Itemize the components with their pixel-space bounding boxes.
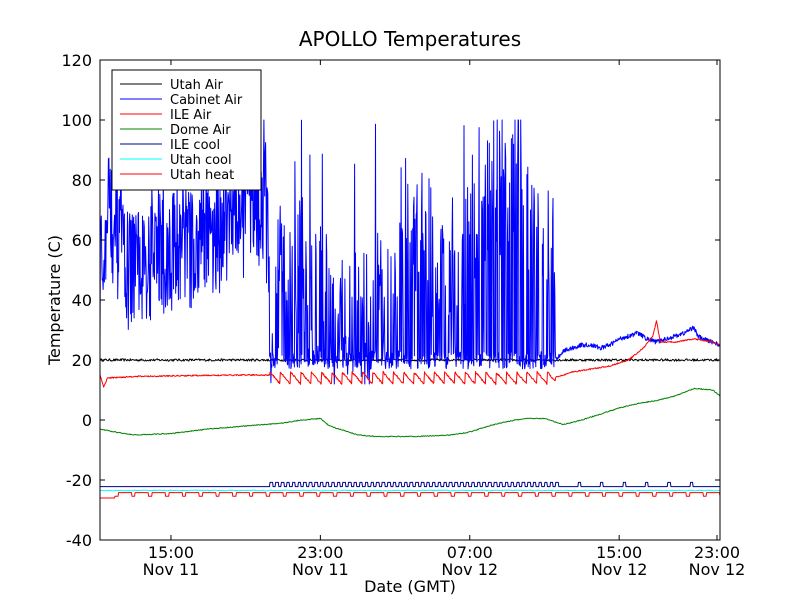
y-axis-title: Temperature (C) xyxy=(45,235,64,366)
legend-label: Dome Air xyxy=(170,123,231,138)
x-tick-label-time: 07:00 xyxy=(447,543,493,562)
x-tick-label-date: Nov 12 xyxy=(689,560,746,579)
x-tick-label-date: Nov 12 xyxy=(441,560,498,579)
series-line-ile-air xyxy=(100,320,720,388)
y-tick-label: 60 xyxy=(72,231,92,250)
chart-title: APOLLO Temperatures xyxy=(299,27,521,51)
x-tick-label-time: 15:00 xyxy=(596,543,642,562)
y-tick-label: 120 xyxy=(61,51,92,70)
x-tick-label-date: Nov 12 xyxy=(591,560,648,579)
legend-label: ILE Air xyxy=(170,108,212,123)
series-line-dome-air xyxy=(100,387,720,438)
legend-label: Utah cool xyxy=(170,153,232,168)
y-tick-label: 0 xyxy=(82,411,92,430)
legend-label: ILE cool xyxy=(170,138,220,153)
x-axis-title: Date (GMT) xyxy=(364,577,456,596)
legend-label: Utah Air xyxy=(170,78,223,93)
legend-label: Utah heat xyxy=(170,168,234,183)
x-tick-label-date: Nov 11 xyxy=(292,560,349,579)
y-tick-label: -20 xyxy=(66,471,92,490)
y-tick-label: 20 xyxy=(72,351,92,370)
series-line-utah-heat xyxy=(100,492,720,499)
y-tick-label: 100 xyxy=(61,111,92,130)
x-tick-label-date: Nov 11 xyxy=(143,560,200,579)
series-line-utah-cool xyxy=(100,489,720,492)
legend-label: Cabinet Air xyxy=(170,93,243,108)
legend-box xyxy=(111,69,262,191)
x-tick-label-time: 23:00 xyxy=(297,543,343,562)
x-tick-label-time: 23:00 xyxy=(694,543,740,562)
y-tick-label: 80 xyxy=(72,171,92,190)
x-tick-label-time: 15:00 xyxy=(148,543,194,562)
y-tick-label: 40 xyxy=(72,291,92,310)
series-line-ile-cool xyxy=(100,481,720,488)
y-tick-label: -40 xyxy=(66,531,92,550)
